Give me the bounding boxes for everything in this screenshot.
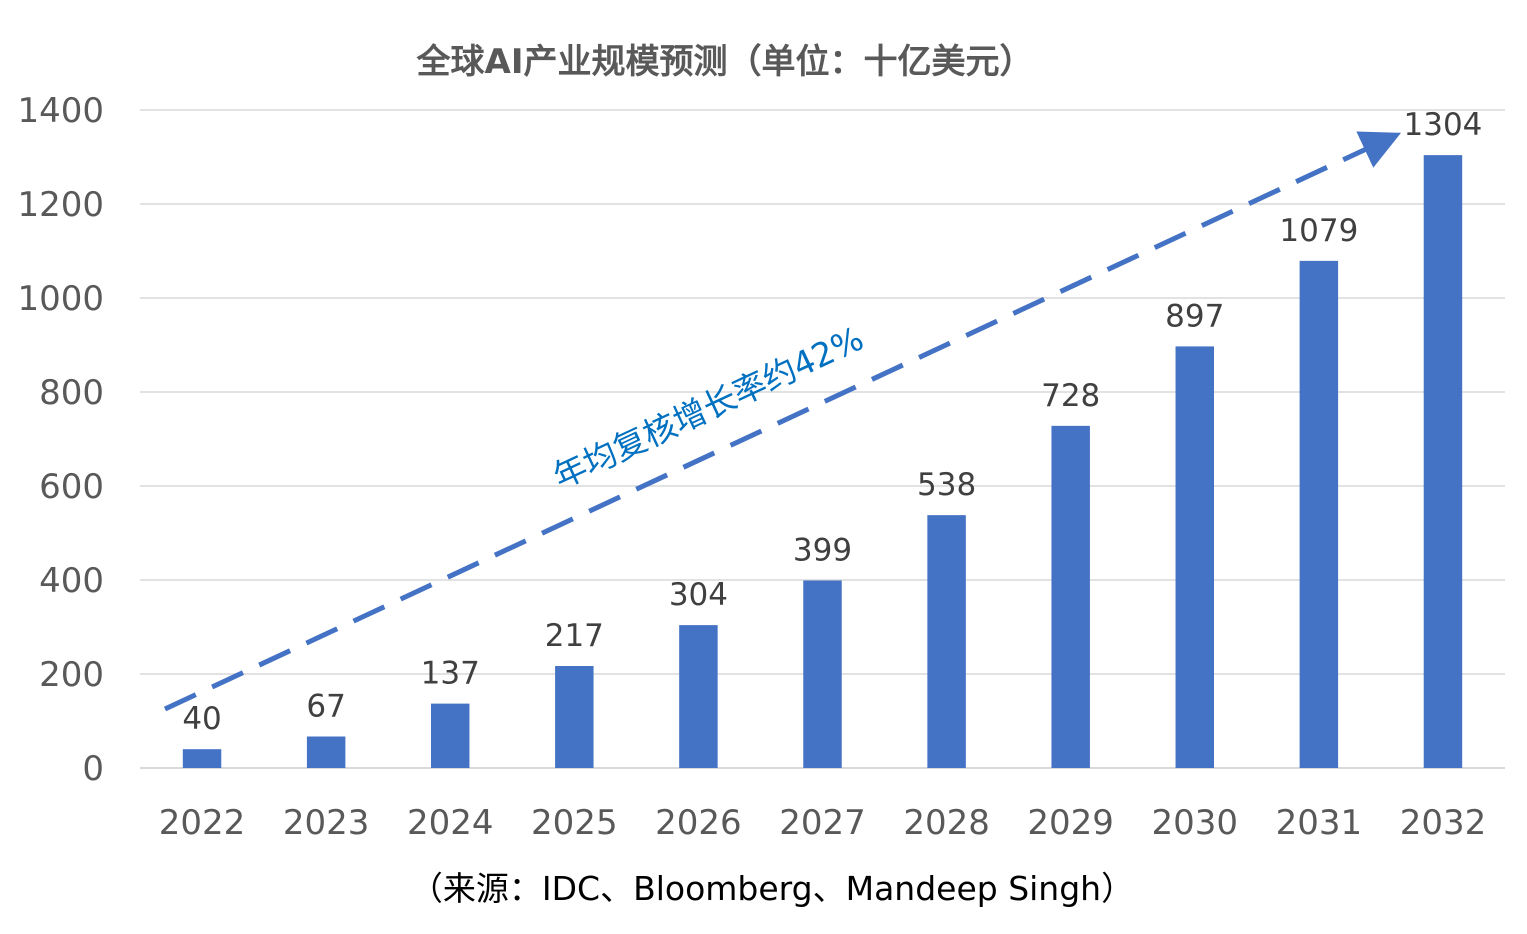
- x-tick-label-2029: 2029: [1027, 803, 1114, 843]
- y-tick-label-1000: 1000: [17, 279, 104, 319]
- x-tick-label-2023: 2023: [283, 803, 370, 843]
- x-tick-label-2022: 2022: [159, 803, 246, 843]
- bar-2027: [803, 580, 842, 768]
- trend-label: 年均复核增长率约42%: [547, 319, 869, 497]
- bar-2023: [306, 736, 346, 768]
- bar-2031: [1299, 260, 1339, 768]
- bar-2032: [1423, 155, 1463, 768]
- bar-2026: [679, 625, 718, 768]
- bar-2022: [182, 749, 222, 768]
- bar-2024: [430, 703, 470, 768]
- x-tick-label-2031: 2031: [1276, 803, 1363, 843]
- y-tick-label-800: 800: [39, 373, 104, 413]
- data-label-2022: 40: [182, 701, 221, 737]
- x-tick-label-2024: 2024: [407, 803, 494, 843]
- source-note: （来源：IDC、Bloomberg、Mandeep Singh）: [410, 869, 1134, 908]
- gridlines: [140, 109, 1505, 769]
- data-labels: 40 67 137 217 304 399 538 728 897 1079 1304: [182, 107, 1482, 737]
- data-label-2027: 399: [793, 532, 852, 568]
- x-tick-label-2025: 2025: [531, 803, 618, 843]
- bar-2030: [1175, 346, 1215, 768]
- data-label-2031: 1079: [1279, 213, 1358, 249]
- trend-arrow: [163, 131, 1402, 712]
- bars: [182, 155, 1463, 768]
- data-label-2029: 728: [1041, 378, 1100, 414]
- y-tick-label-0: 0: [82, 749, 104, 789]
- y-tick-label-200: 200: [39, 655, 104, 695]
- bar-2028: [927, 515, 966, 768]
- x-tick-label-2028: 2028: [903, 803, 990, 843]
- bar-2029: [1051, 425, 1090, 768]
- x-tick-label-2032: 2032: [1400, 803, 1487, 843]
- y-tick-label-600: 600: [39, 467, 104, 507]
- data-label-2024: 137: [421, 656, 480, 692]
- chart-title: 全球AI产业规模预测（单位：十亿美元）: [416, 42, 1034, 82]
- data-label-2026: 304: [669, 577, 728, 613]
- x-tick-label-2026: 2026: [655, 803, 742, 843]
- data-label-2028: 538: [917, 467, 976, 503]
- data-label-2030: 897: [1165, 298, 1224, 334]
- y-axis: 0 200 400 600 800 1000 1200 1400: [17, 91, 104, 789]
- y-tick-label-1200: 1200: [17, 185, 104, 225]
- x-tick-label-2030: 2030: [1152, 803, 1239, 843]
- data-label-2023: 67: [306, 689, 345, 725]
- y-tick-label-400: 400: [39, 561, 104, 601]
- x-tick-label-2027: 2027: [779, 803, 866, 843]
- bar-2025: [555, 666, 594, 768]
- data-label-2032: 1304: [1404, 107, 1483, 143]
- x-axis: 2022 2023 2024 2025 2026 2027 2028 2029 2030 2031…: [159, 803, 1486, 843]
- y-tick-label-1400: 1400: [17, 91, 104, 131]
- data-label-2025: 217: [545, 618, 604, 654]
